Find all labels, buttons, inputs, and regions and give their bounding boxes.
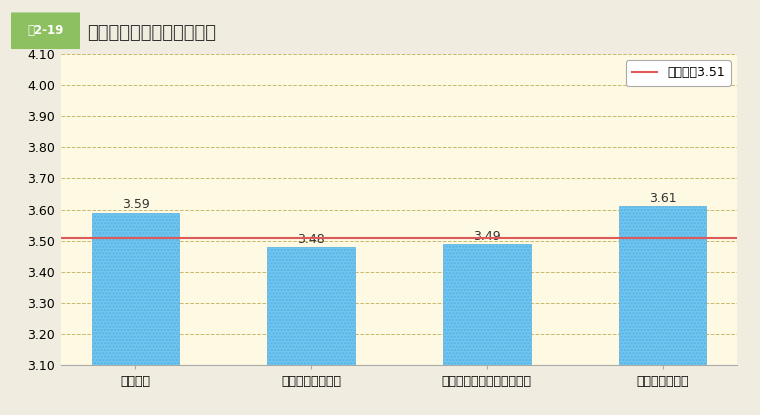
FancyBboxPatch shape bbox=[8, 12, 83, 49]
Text: 3.59: 3.59 bbox=[122, 198, 150, 212]
Legend: 総平均値3.51: 総平均値3.51 bbox=[625, 60, 731, 86]
Text: 3.48: 3.48 bbox=[297, 233, 325, 246]
Bar bbox=[443, 244, 530, 365]
Bar bbox=[91, 213, 179, 365]
Text: 3.61: 3.61 bbox=[649, 192, 676, 205]
Text: 図2-19: 図2-19 bbox=[27, 24, 64, 37]
Bar bbox=[268, 247, 355, 365]
Bar bbox=[619, 207, 707, 365]
Text: 採用区分別の回答の平均値: 採用区分別の回答の平均値 bbox=[87, 24, 217, 42]
Text: 3.49: 3.49 bbox=[473, 229, 501, 242]
